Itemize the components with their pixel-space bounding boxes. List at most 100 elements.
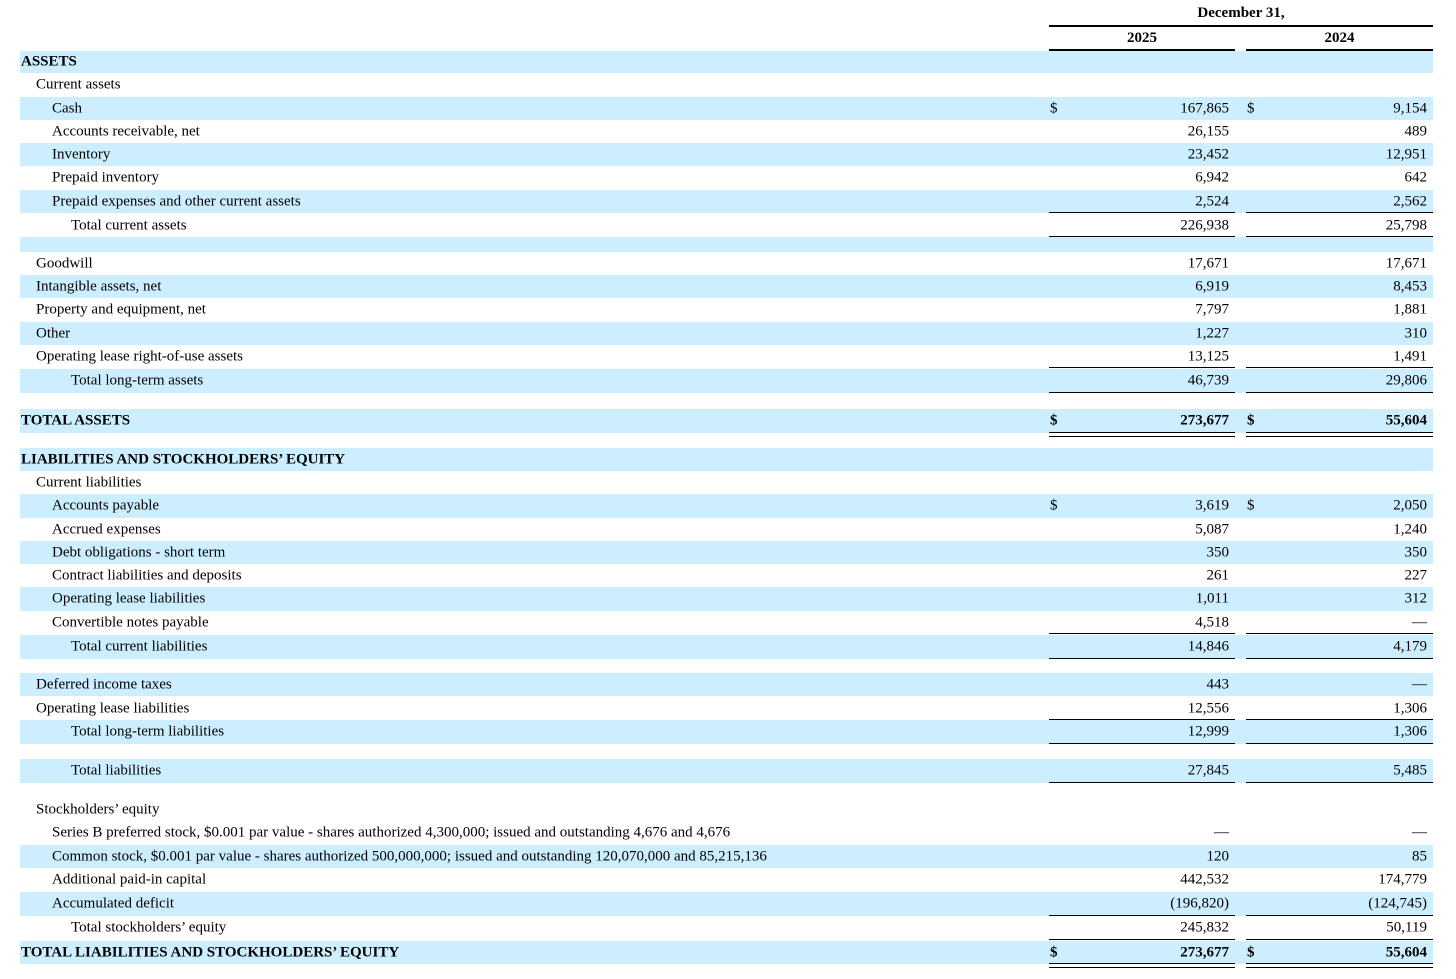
value-2025: 5,087 bbox=[1195, 521, 1229, 537]
value-2024: — bbox=[1412, 676, 1427, 692]
row-label: Additional paid-in capital bbox=[52, 871, 207, 887]
row-label: TOTAL LIABILITIES AND STOCKHOLDERS’ EQUI… bbox=[21, 944, 400, 960]
value-2025: 120 bbox=[1206, 848, 1230, 864]
value-2025: 226,938 bbox=[1180, 217, 1229, 233]
row-label: Debt obligations - short term bbox=[52, 544, 226, 560]
value-2024: 29,806 bbox=[1385, 372, 1427, 389]
row-label: Intangible assets, net bbox=[36, 278, 162, 294]
year-2024-rule bbox=[1246, 49, 1433, 51]
row-label: Cash bbox=[52, 100, 82, 116]
subtotal-rule bbox=[1246, 782, 1433, 783]
subtotal-rule bbox=[1049, 367, 1235, 368]
value-2024: 55,604 bbox=[1385, 412, 1427, 429]
row-label: Deferred income taxes bbox=[36, 676, 172, 692]
row-label: Total stockholders’ equity bbox=[71, 919, 227, 936]
table-row: Operating lease right-of-use assets 13,12… bbox=[20, 345, 1433, 368]
year-2025-rule bbox=[1049, 49, 1235, 51]
value-2025: 12,556 bbox=[1187, 700, 1229, 716]
value-2024: 5,485 bbox=[1393, 762, 1427, 779]
table-row: Intangible assets, net 6,919 8,453 bbox=[20, 275, 1433, 298]
grand-total-double-rule bbox=[1246, 963, 1433, 968]
row-label: Total long-term liabilities bbox=[71, 723, 225, 740]
row-label: Total liabilities bbox=[71, 762, 162, 779]
table-row: Current assets bbox=[20, 74, 1433, 96]
subtotal-rule bbox=[1246, 658, 1433, 659]
value-2024: 4,179 bbox=[1393, 638, 1427, 655]
value-2025: 23,452 bbox=[1187, 146, 1229, 162]
year-2025-header: 2025 bbox=[1127, 30, 1157, 46]
grand-total-double-rule bbox=[1049, 963, 1235, 968]
value-2024: 2,562 bbox=[1393, 193, 1427, 209]
subtotal-rule bbox=[1246, 719, 1433, 720]
table-row: Series B preferred stock, $0.001 par val… bbox=[20, 821, 1433, 844]
table-row: Total liabilities 27,845 5,485 bbox=[20, 759, 1433, 783]
value-2024: 17,671 bbox=[1385, 255, 1427, 271]
value-2024: 12,951 bbox=[1385, 146, 1427, 162]
dollar-sign-2025: $ bbox=[1050, 944, 1058, 960]
value-2025: 6,919 bbox=[1195, 278, 1229, 294]
value-2025: 26,155 bbox=[1187, 123, 1229, 139]
subtotal-rule bbox=[1246, 915, 1433, 916]
period-header: December 31, bbox=[1197, 5, 1285, 21]
value-2025: 1,227 bbox=[1195, 325, 1229, 341]
value-2025: 245,832 bbox=[1180, 919, 1229, 936]
row-label: Operating lease liabilities bbox=[36, 700, 190, 716]
dollar-sign-2024: $ bbox=[1247, 497, 1255, 514]
value-2025: 13,125 bbox=[1187, 348, 1229, 364]
subtotal-rule bbox=[1049, 392, 1235, 393]
value-2025: 14,846 bbox=[1187, 638, 1229, 655]
value-2025: 273,677 bbox=[1180, 944, 1229, 960]
row-label: Accounts receivable, net bbox=[52, 123, 200, 139]
subtotal-rule bbox=[1246, 939, 1433, 940]
row-label: Accounts payable bbox=[52, 497, 160, 514]
dollar-sign-2025: $ bbox=[1050, 100, 1058, 116]
table-row: Accumulated deficit (196,820) (124,745) bbox=[20, 892, 1433, 916]
table-row: Common stock, $0.001 par value - shares … bbox=[20, 845, 1433, 868]
value-2025: 261 bbox=[1206, 567, 1230, 583]
value-2025: (196,820) bbox=[1170, 895, 1229, 912]
value-2025: 4,518 bbox=[1195, 614, 1229, 630]
value-2024: — bbox=[1412, 824, 1427, 840]
subtotal-rule bbox=[1049, 743, 1235, 744]
grand-total-double-rule bbox=[1246, 432, 1433, 437]
value-2025: 167,865 bbox=[1180, 100, 1229, 116]
value-2024: 174,779 bbox=[1378, 871, 1427, 887]
value-2024: 8,453 bbox=[1393, 278, 1427, 294]
row-label: Contract liabilities and deposits bbox=[52, 567, 242, 583]
value-2024: — bbox=[1412, 614, 1427, 630]
table-row: ASSETS bbox=[20, 51, 1433, 73]
year-2024-header: 2024 bbox=[1324, 30, 1355, 46]
row-label: Prepaid expenses and other current asset… bbox=[52, 193, 301, 209]
table-row: Accrued expenses 5,087 1,240 bbox=[20, 518, 1433, 541]
value-2024: (124,745) bbox=[1368, 895, 1427, 912]
row-label: LIABILITIES AND STOCKHOLDERS’ EQUITY bbox=[21, 451, 346, 467]
row-label: TOTAL ASSETS bbox=[21, 412, 131, 429]
value-2024: 85 bbox=[1412, 848, 1427, 864]
table-row: Operating lease liabilities 1,011 312 bbox=[20, 587, 1433, 611]
value-2025: 12,999 bbox=[1187, 723, 1229, 740]
table-row: Prepaid inventory 6,942 642 bbox=[20, 166, 1433, 189]
table-row: Total stockholders’ equity 245,832 50,119 bbox=[20, 916, 1433, 940]
value-2024: 1,491 bbox=[1393, 348, 1427, 364]
value-2025: 17,671 bbox=[1187, 255, 1229, 271]
value-2025: 1,011 bbox=[1195, 590, 1229, 607]
table-row: Debt obligations - short term 350 350 bbox=[20, 541, 1433, 564]
value-2025: 27,845 bbox=[1187, 762, 1229, 779]
table-row: Current liabilities bbox=[20, 471, 1433, 494]
subtotal-rule bbox=[1049, 719, 1235, 720]
value-2024: 1,306 bbox=[1393, 723, 1427, 740]
row-label: Current assets bbox=[36, 76, 121, 93]
value-2024: 9,154 bbox=[1393, 100, 1427, 116]
table-row: Contract liabilities and deposits 261 227 bbox=[20, 564, 1433, 587]
table-row: Additional paid-in capital 442,532 174,779 bbox=[20, 868, 1433, 891]
value-2025: 2,524 bbox=[1195, 193, 1229, 209]
table-row: Convertible notes payable 4,518 — bbox=[20, 611, 1433, 634]
subtotal-rule bbox=[1049, 915, 1235, 916]
value-2024: 489 bbox=[1404, 123, 1428, 139]
value-2024: 310 bbox=[1404, 325, 1428, 341]
value-2024: 227 bbox=[1404, 567, 1428, 583]
row-label: Operating lease right-of-use assets bbox=[36, 348, 244, 364]
row-label: Common stock, $0.001 par value - shares … bbox=[52, 848, 767, 864]
value-2025: 442,532 bbox=[1180, 871, 1229, 887]
row-label: Accrued expenses bbox=[52, 521, 161, 537]
